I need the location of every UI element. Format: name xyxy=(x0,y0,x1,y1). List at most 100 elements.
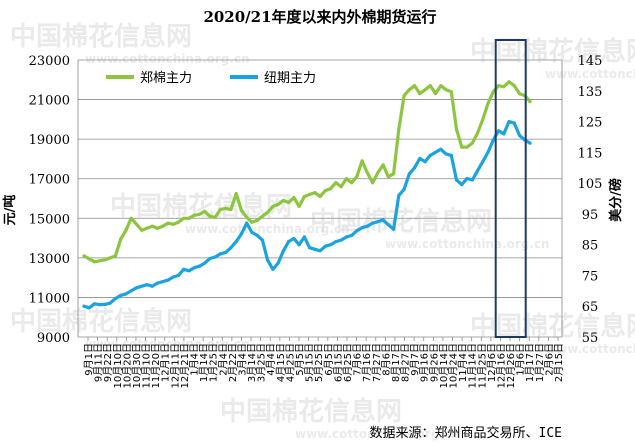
series-point xyxy=(481,160,485,164)
series-point xyxy=(297,243,301,247)
series-point xyxy=(161,224,165,228)
series-point xyxy=(344,177,348,181)
series-point xyxy=(323,244,327,248)
series-point xyxy=(182,216,186,220)
series-point xyxy=(171,275,175,279)
series-point xyxy=(197,264,201,268)
x-tick-label: 3月25日 xyxy=(256,343,268,382)
series-point xyxy=(203,209,207,213)
series-point xyxy=(491,90,495,94)
series-point xyxy=(98,259,102,263)
x-tick-label: 1月4日 xyxy=(189,343,201,376)
x-tick-label: 5月15日 xyxy=(304,343,316,382)
legend-label: 郑棉主力 xyxy=(140,71,192,86)
watermark-url: www.cottonchina.org.cn xyxy=(295,427,460,441)
series-point xyxy=(218,252,222,256)
y-axis-left-label: 元/吨 xyxy=(2,195,18,226)
y-axis-right-label: 美分/磅 xyxy=(608,178,624,222)
series-point xyxy=(192,213,196,217)
series-point xyxy=(92,302,97,306)
series-point xyxy=(428,153,432,157)
x-tick-label: 3月4日 xyxy=(236,343,248,376)
x-tick-label: 9月16日 xyxy=(419,343,431,382)
series-point xyxy=(276,202,280,206)
series-point xyxy=(119,237,123,241)
watermark-url: www.cottonchina.org.cn xyxy=(185,222,350,236)
x-tick-label: 12月6日 xyxy=(486,343,498,382)
series-point xyxy=(150,284,154,288)
series-point xyxy=(229,207,233,211)
series-point xyxy=(119,293,123,297)
series-point xyxy=(134,222,139,226)
series-point xyxy=(517,133,522,137)
x-tick-label: 9月26日 xyxy=(428,343,440,382)
y-left-tick-label: 13000 xyxy=(29,252,70,267)
x-tick-label: 2月22日 xyxy=(227,343,239,382)
series-point xyxy=(439,84,443,88)
series-point xyxy=(92,260,97,264)
x-tick-label: 6月5日 xyxy=(323,343,335,376)
series-point xyxy=(245,215,249,219)
x-tick-label: 1月17日 xyxy=(524,343,536,382)
x-tick-label: 12月11日 xyxy=(169,343,181,388)
series-point xyxy=(371,181,375,185)
series-point xyxy=(323,189,327,193)
series-point xyxy=(171,222,175,226)
series-point xyxy=(234,240,238,244)
series-point xyxy=(381,218,385,222)
series-point xyxy=(203,261,207,265)
series-point xyxy=(360,226,364,230)
series-point xyxy=(134,286,139,290)
series-point xyxy=(113,254,118,258)
watermark-url: www.cottonchina.org.cn xyxy=(85,52,250,66)
x-tick-label: 12月16日 xyxy=(495,343,507,388)
x-tick-label: 7月16日 xyxy=(361,343,373,382)
series-point xyxy=(339,238,343,242)
series-point xyxy=(334,240,338,244)
series-point xyxy=(213,255,217,259)
x-tick-label: 10月20日 xyxy=(121,343,133,388)
watermark-text: 中国棉花信息网 xyxy=(310,206,492,237)
series-point xyxy=(145,226,149,230)
series-point xyxy=(224,206,228,210)
x-tick-label: 9月1日 xyxy=(83,343,95,376)
series-point xyxy=(496,129,501,133)
series-point xyxy=(434,150,438,154)
series-point xyxy=(423,88,427,92)
series-point xyxy=(449,153,453,157)
x-tick-label: 1月14日 xyxy=(198,343,210,382)
series-point xyxy=(287,200,291,205)
watermark-url: www.cottonchina.org.cn xyxy=(545,67,635,81)
series-point xyxy=(502,132,506,136)
series-point xyxy=(302,235,306,239)
series-point xyxy=(454,178,459,182)
series-point xyxy=(182,267,186,271)
series-point xyxy=(260,238,264,242)
series-point xyxy=(308,246,312,250)
x-tick-label: 2月4日 xyxy=(217,343,229,376)
series-point xyxy=(392,227,396,231)
x-tick-label: 10月24日 xyxy=(447,343,459,388)
x-tick-label: 4月15日 xyxy=(275,343,287,382)
x-tick-label: 1月27日 xyxy=(534,343,546,382)
series-point xyxy=(460,183,464,187)
series-point xyxy=(82,304,86,308)
series-point xyxy=(176,273,180,277)
x-tick-label: 7月6日 xyxy=(352,343,364,376)
series-point xyxy=(496,84,501,88)
series-point xyxy=(507,80,511,84)
series-point xyxy=(392,172,396,176)
series-point xyxy=(454,127,459,131)
series-point xyxy=(145,283,149,287)
series-point xyxy=(140,228,144,232)
y-right-tick-label: 105 xyxy=(578,177,603,192)
series-point xyxy=(281,249,285,253)
series-point xyxy=(360,159,364,163)
series-point xyxy=(297,204,301,208)
series-point xyxy=(339,185,343,189)
x-tick-label: 2月15日 xyxy=(553,343,565,382)
series-point xyxy=(329,243,333,247)
series-point xyxy=(413,84,417,88)
series-point xyxy=(355,175,359,179)
series-point xyxy=(245,221,249,225)
